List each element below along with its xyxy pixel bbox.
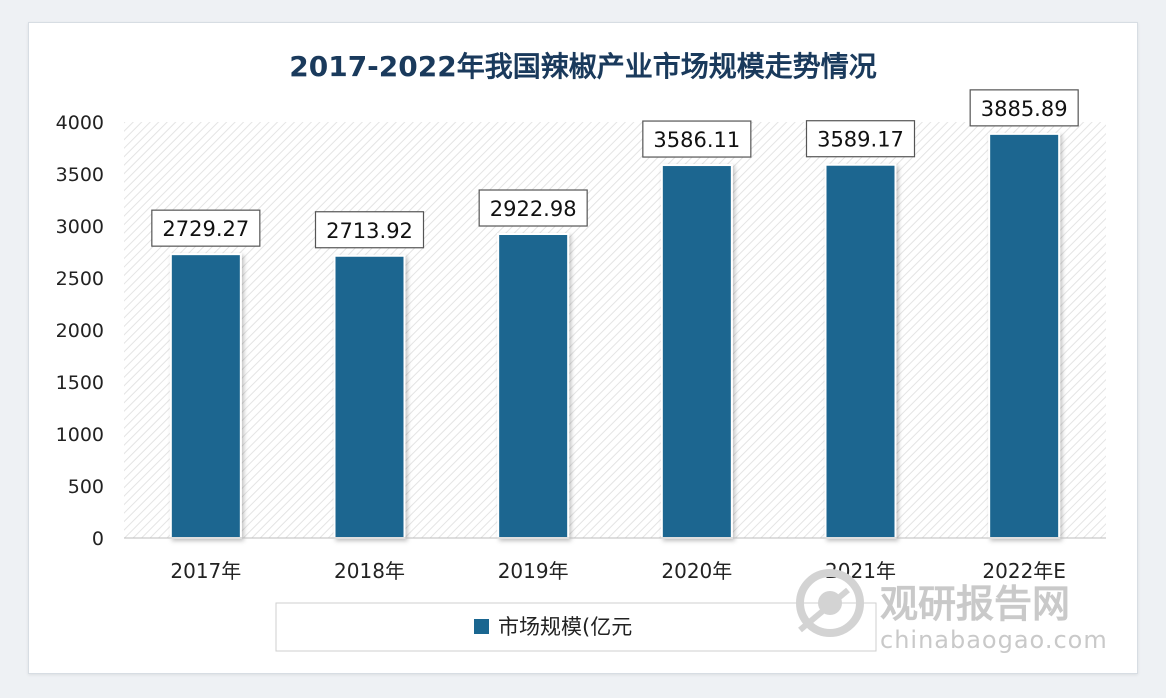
y-tick-label: 1000 — [56, 424, 104, 446]
y-tick-label: 2500 — [56, 268, 104, 290]
x-tick-label: 2020年 — [661, 559, 732, 583]
y-tick-label: 0 — [92, 528, 104, 550]
watermark-logo — [796, 569, 864, 637]
bar — [497, 233, 570, 540]
bar-series: 2729.27 2713.92 2922.98 3586.11 3589.17 3885.… — [151, 89, 1079, 540]
y-tick-label: 1500 — [56, 372, 104, 394]
x-tick-label: 2022年E — [982, 559, 1066, 583]
bar — [988, 132, 1061, 540]
bar — [169, 253, 242, 539]
y-tick-label: 3000 — [56, 216, 104, 238]
x-tick-label: 2017年 — [170, 559, 241, 583]
bar — [660, 164, 733, 539]
bar — [333, 254, 406, 539]
data-label: 2713.92 — [326, 219, 413, 243]
x-tick-label: 2018年 — [334, 559, 405, 583]
data-label-box — [805, 120, 916, 158]
data-label-box — [969, 89, 1079, 127]
plot-area — [124, 122, 1106, 538]
data-label-box — [478, 189, 588, 227]
data-label: 2922.98 — [490, 197, 577, 221]
watermark-text: 观研报告网 — [880, 582, 1070, 626]
data-label: 3586.11 — [653, 128, 740, 152]
data-label-box — [642, 120, 752, 158]
data-label-box — [314, 211, 425, 249]
legend-box — [275, 602, 877, 652]
data-label: 2729.27 — [162, 217, 249, 241]
bar — [824, 163, 897, 539]
x-tick-label: 2019年 — [498, 559, 569, 583]
y-tick-label: 2000 — [56, 320, 104, 342]
watermark-url: chinabaogao.com — [880, 626, 1108, 654]
legend-label: 市场规模(亿元 — [498, 615, 632, 639]
chart-title: 2017-2022年我国辣椒产业市场规模走势情况 — [289, 50, 876, 83]
y-tick-label: 3500 — [56, 164, 104, 186]
x-axis: 2017年 2018年 2019年 2020年 2021年 2022年E — [124, 537, 1106, 583]
y-tick-label: 4000 — [56, 112, 104, 134]
data-label: 3885.89 — [981, 97, 1068, 121]
legend-swatch — [474, 619, 489, 634]
data-label: 3589.17 — [817, 128, 904, 152]
y-axis: 0 500 1000 1500 2000 2500 3000 3500 4000 — [56, 112, 104, 550]
y-tick-label: 500 — [68, 476, 104, 498]
data-label-box — [151, 209, 261, 247]
